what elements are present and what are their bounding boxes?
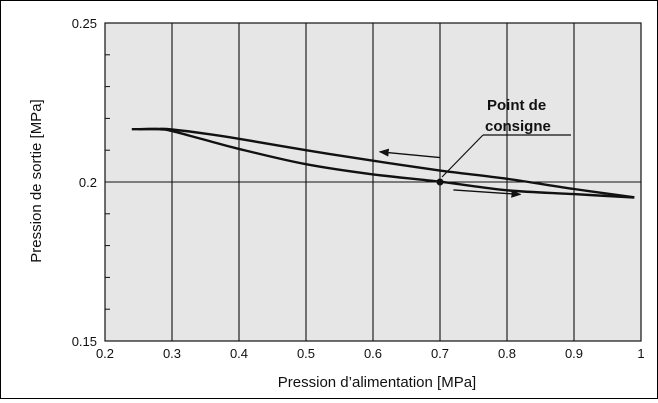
series-line-2 bbox=[131, 127, 635, 199]
x-tick-label: 0.2 bbox=[96, 346, 114, 361]
x-axis-label: Pression d’alimentation [MPa] bbox=[278, 374, 476, 391]
axis-ticks bbox=[105, 54, 110, 310]
direction-arrow-1 bbox=[378, 148, 441, 159]
y-tick-label: 0.25 bbox=[72, 16, 97, 31]
arrows-group bbox=[378, 148, 522, 198]
x-tick-label: 0.3 bbox=[163, 346, 181, 361]
set-point-marker bbox=[436, 178, 444, 186]
y-tick-label: 0.15 bbox=[72, 334, 97, 349]
plot-border bbox=[104, 22, 642, 342]
annotation-line2: consigne bbox=[485, 118, 551, 135]
tick-labels-group: 0.2 0.3 0.4 0.5 0.6 0.7 0.8 0.9 10.150.20.25 bbox=[72, 16, 645, 361]
y-axis-label: Pression de sortie [MPa] bbox=[28, 99, 45, 262]
x-tick-label: 0.9 bbox=[565, 346, 583, 361]
grid bbox=[105, 23, 641, 341]
annotation-leader bbox=[441, 134, 484, 178]
series-group bbox=[131, 127, 635, 199]
x-tick-label: 0.6 bbox=[364, 346, 382, 361]
annotation-line1: Point de bbox=[487, 97, 546, 114]
x-tick-label: 1 bbox=[637, 346, 644, 361]
x-tick-label: 0.4 bbox=[230, 346, 248, 361]
x-tick-label: 0.8 bbox=[498, 346, 516, 361]
x-tick-label: 0.5 bbox=[297, 346, 315, 361]
annotation-group: Point de consigne bbox=[441, 97, 571, 178]
y-tick-label: 0.2 bbox=[79, 175, 97, 190]
x-tick-label: 0.7 bbox=[431, 346, 449, 361]
direction-arrow-2 bbox=[453, 189, 522, 198]
